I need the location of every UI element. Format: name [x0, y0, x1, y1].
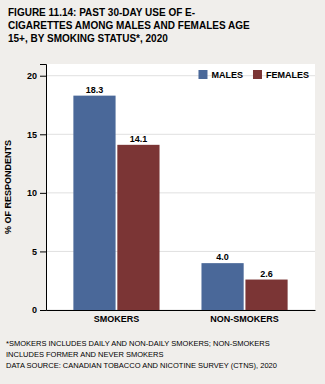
data-labels: 18.3 4.0 14.1 2.6 [86, 85, 273, 279]
y-tick: 0 [32, 305, 46, 315]
x-tick: NON-SMOKERS [210, 310, 279, 324]
legend-swatch [253, 70, 262, 79]
y-axis: 0 5 10 15 20 [27, 65, 47, 316]
bar [117, 145, 159, 310]
y-tick-label: 10 [27, 188, 37, 198]
bar [73, 96, 115, 310]
x-tick-label: SMOKERS [94, 314, 140, 324]
y-tick: 15 [27, 130, 46, 140]
legend-swatch [198, 70, 207, 79]
x-tick: SMOKERS [94, 310, 140, 324]
y-tick-label: 0 [32, 305, 37, 315]
grid [46, 76, 315, 310]
data-label: 2.6 [260, 269, 273, 279]
legend-item: MALES [198, 70, 243, 80]
plot: 18.3 4.0 14.1 2.6 0 5 10 15 20 SMOKERS NON-SMOKERS… [27, 64, 316, 324]
y-tick: 20 [27, 71, 46, 81]
bar [245, 280, 287, 310]
x-axis: SMOKERS NON-SMOKERS [47, 310, 316, 324]
chart: FIGURE 11.14: PAST 30-DAY USE OF E-CIGAR… [0, 0, 325, 384]
y-tick-label: 5 [32, 247, 37, 257]
y-axis-line [40, 65, 47, 311]
title: FIGURE 11.14: PAST 30-DAY USE OF E-CIGAR… [8, 7, 250, 44]
legend-label: MALES [211, 70, 243, 80]
data-label: 18.3 [86, 85, 104, 95]
legend-item: FEMALES [253, 70, 309, 80]
bars [73, 96, 287, 310]
bar [201, 263, 243, 310]
y-tick-mark [40, 251, 46, 252]
y-tick-mark [40, 76, 46, 77]
series [73, 96, 243, 310]
y-tick-mark [40, 134, 46, 135]
series [117, 145, 287, 310]
y-tick-mark [40, 310, 46, 311]
y-tick: 10 [27, 188, 46, 198]
data-label: 14.1 [130, 134, 148, 144]
x-axis-line [47, 310, 316, 311]
x-tick-label: NON-SMOKERS [210, 314, 279, 324]
y-axis-title: % OF RESPONDENTS [3, 140, 13, 234]
plot-background [46, 64, 315, 310]
y-tick-label: 15 [27, 130, 37, 140]
y-tick-label: 20 [27, 71, 37, 81]
y-tick: 5 [32, 247, 46, 257]
y-tick-mark [40, 193, 46, 194]
data-label: 4.0 [216, 252, 229, 262]
legend-label: FEMALES [266, 70, 309, 80]
legend: MALES FEMALES [198, 70, 309, 80]
footnote: *SMOKERS INCLUDES DAILY AND NON-DAILY SM… [6, 339, 277, 370]
